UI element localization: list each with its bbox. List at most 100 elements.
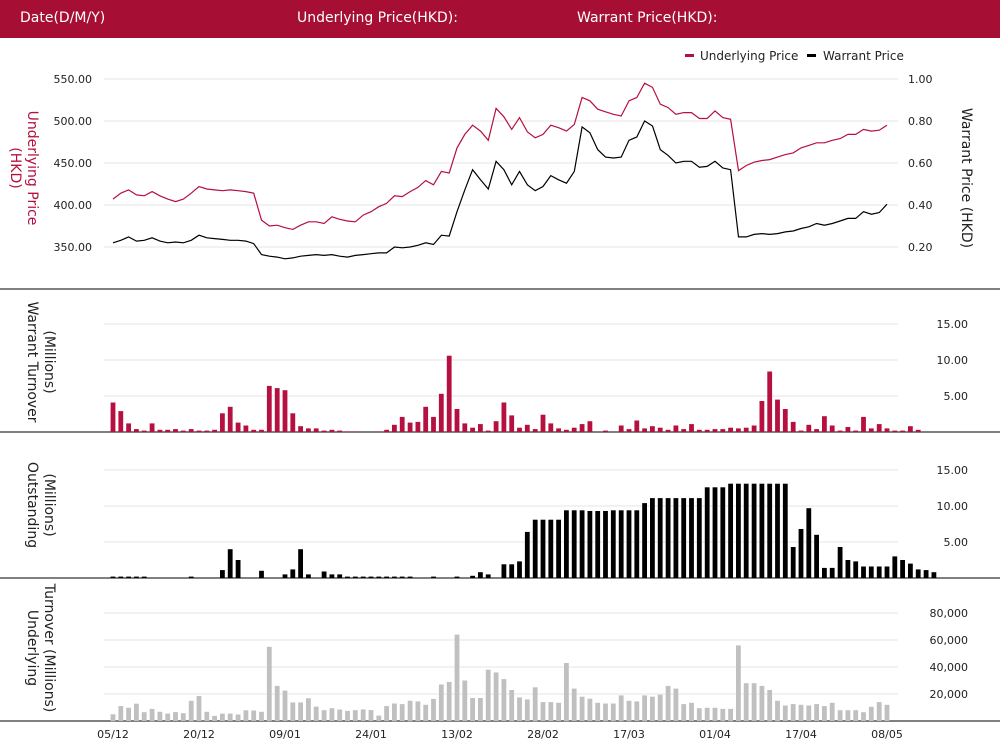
warrant-turnover-bar: [892, 430, 898, 432]
underlying-turnover-bar: [524, 699, 530, 721]
warrant-turnover-bar: [173, 429, 178, 432]
warrant-turnover-bar: [587, 421, 593, 432]
warrant-price-line: [112, 120, 888, 260]
underlying-turnover-bar: [438, 684, 444, 721]
underlying-turnover-bar: [853, 710, 859, 721]
warrant-turnover-bar: [110, 402, 116, 432]
underlying-turnover-bar: [876, 702, 882, 721]
warrant-turnover-bar: [900, 430, 905, 432]
underlying-turnover-bar: [806, 705, 812, 721]
x-tick-label: 01/04: [699, 728, 731, 741]
outstanding-bar: [892, 556, 898, 578]
underlying-turnover-bar: [782, 705, 788, 721]
warrant-turnover-bar: [384, 429, 389, 432]
underlying-turnover-bar: [509, 690, 515, 722]
y-tick-label: 80,000: [930, 607, 969, 620]
underlying-turnover-bar: [665, 685, 671, 721]
axis-ticks: 550.00 500.00 450.00 400.00 350.00 1.00 0.80 0.…: [54, 73, 969, 741]
underlying-turnover-bar: [790, 704, 796, 721]
underlying-price-line: [112, 82, 888, 231]
warrant-turnover-bar: [861, 416, 866, 432]
warrant-turnover-bar: [751, 425, 757, 432]
outstanding-bar: [509, 564, 515, 578]
underlying-turnover-bar: [673, 688, 679, 721]
outstanding-bar: [118, 576, 124, 578]
underlying-turnover-bar: [196, 696, 202, 721]
outstanding-bar: [845, 560, 851, 578]
x-tick-label: 05/12: [97, 728, 129, 741]
warrant-turnover-bar: [235, 422, 241, 432]
outstanding-bar: [915, 569, 921, 578]
underlying-turnover-bar: [235, 714, 241, 721]
outstanding-bar: [571, 510, 577, 578]
header-bar: Date(D/M/Y) Underlying Price(HKD): Warra…: [0, 0, 1000, 38]
underlying-turnover-bar: [212, 715, 217, 721]
outstanding-bar: [782, 483, 788, 578]
warrant-turnover-bar: [345, 431, 350, 432]
warrant-turnover-bar: [915, 429, 921, 432]
outstanding-bar: [556, 519, 561, 578]
outstanding-bar: [407, 576, 413, 578]
outstanding-bar: [931, 572, 937, 578]
underlying-turnover-bar: [141, 712, 147, 721]
underlying-turnover-bar: [736, 645, 741, 721]
warrant-turnover-bar: [736, 428, 741, 432]
warrant-turnover-bar: [665, 429, 671, 432]
outstanding-bar: [548, 519, 554, 578]
warrant-turnover-bar: [806, 424, 812, 432]
y-tick-label-left: 400.00: [54, 199, 93, 212]
warrant-turnover-bar: [118, 411, 124, 432]
underlying-turnover-bar: [603, 703, 608, 722]
underlying-turnover-bar: [110, 714, 116, 722]
warrant-turnover-bar: [642, 428, 647, 432]
warrant-turnover-bar: [650, 426, 655, 432]
outstanding-bar: [681, 498, 687, 578]
warrant-turnover-bar: [876, 424, 882, 432]
warrant-turnover-bar: [141, 430, 147, 432]
underlying-turnover-bar: [376, 715, 382, 721]
y-tick-label-right: 0.60: [908, 157, 933, 170]
outstanding-bar: [478, 572, 483, 578]
x-tick-label: 20/12: [183, 728, 215, 741]
outstanding-bar: [736, 483, 741, 578]
bars: [110, 355, 937, 722]
outstanding-bar: [908, 563, 913, 578]
warrant-turnover-bar: [415, 421, 421, 432]
underlying-turnover-bar: [696, 708, 702, 721]
underlying-turnover-bar: [321, 710, 327, 721]
date-label: Date(D/M/Y): [20, 10, 106, 26]
warrant-turnover-bar: [829, 425, 835, 432]
warrant-turnover-bar: [290, 413, 296, 432]
warrant-turnover-bar: [376, 431, 382, 432]
warrant-turnover-bar: [728, 427, 733, 432]
underlying-turnover-bar: [517, 697, 522, 721]
warrant-turnover-bar: [689, 424, 694, 432]
underlying-turnover-bar: [478, 698, 483, 721]
y-tick-label-right: 0.80: [908, 115, 933, 128]
y-tick-label-left: 350.00: [54, 241, 93, 254]
warrant-turnover-bar: [712, 429, 718, 432]
outstanding-bar: [728, 483, 733, 578]
underlying-turnover-bar: [845, 710, 851, 721]
outstanding-bar: [454, 576, 460, 578]
underlying-turnover-bar: [204, 711, 210, 721]
y-tick-label: 15.00: [937, 464, 969, 477]
underlying-turnover-bar: [446, 681, 452, 721]
underlying-turnover-bar: [227, 713, 233, 721]
warrant-turnover-bar: [868, 428, 874, 432]
underlying-turnover-bar: [423, 704, 429, 721]
underlying-turnover-bar: [462, 680, 468, 721]
underlying-turnover-bar: [861, 712, 866, 721]
warrant-turnover-bar: [243, 425, 249, 432]
warrant-turnover-bar: [352, 431, 358, 432]
underlying-turnover-bar: [306, 698, 311, 721]
warrant-turnover-bar: [798, 430, 804, 432]
outstanding-bar: [470, 575, 475, 578]
y-tick-label-left: 550.00: [54, 73, 93, 86]
outstanding-bar: [673, 498, 679, 578]
warrant-turnover-bar: [532, 429, 538, 432]
underlying-turnover-bar: [407, 700, 413, 722]
outstanding-bar: [603, 511, 608, 578]
outstanding-bar: [790, 547, 796, 578]
underlying-turnover-bar: [415, 701, 421, 721]
